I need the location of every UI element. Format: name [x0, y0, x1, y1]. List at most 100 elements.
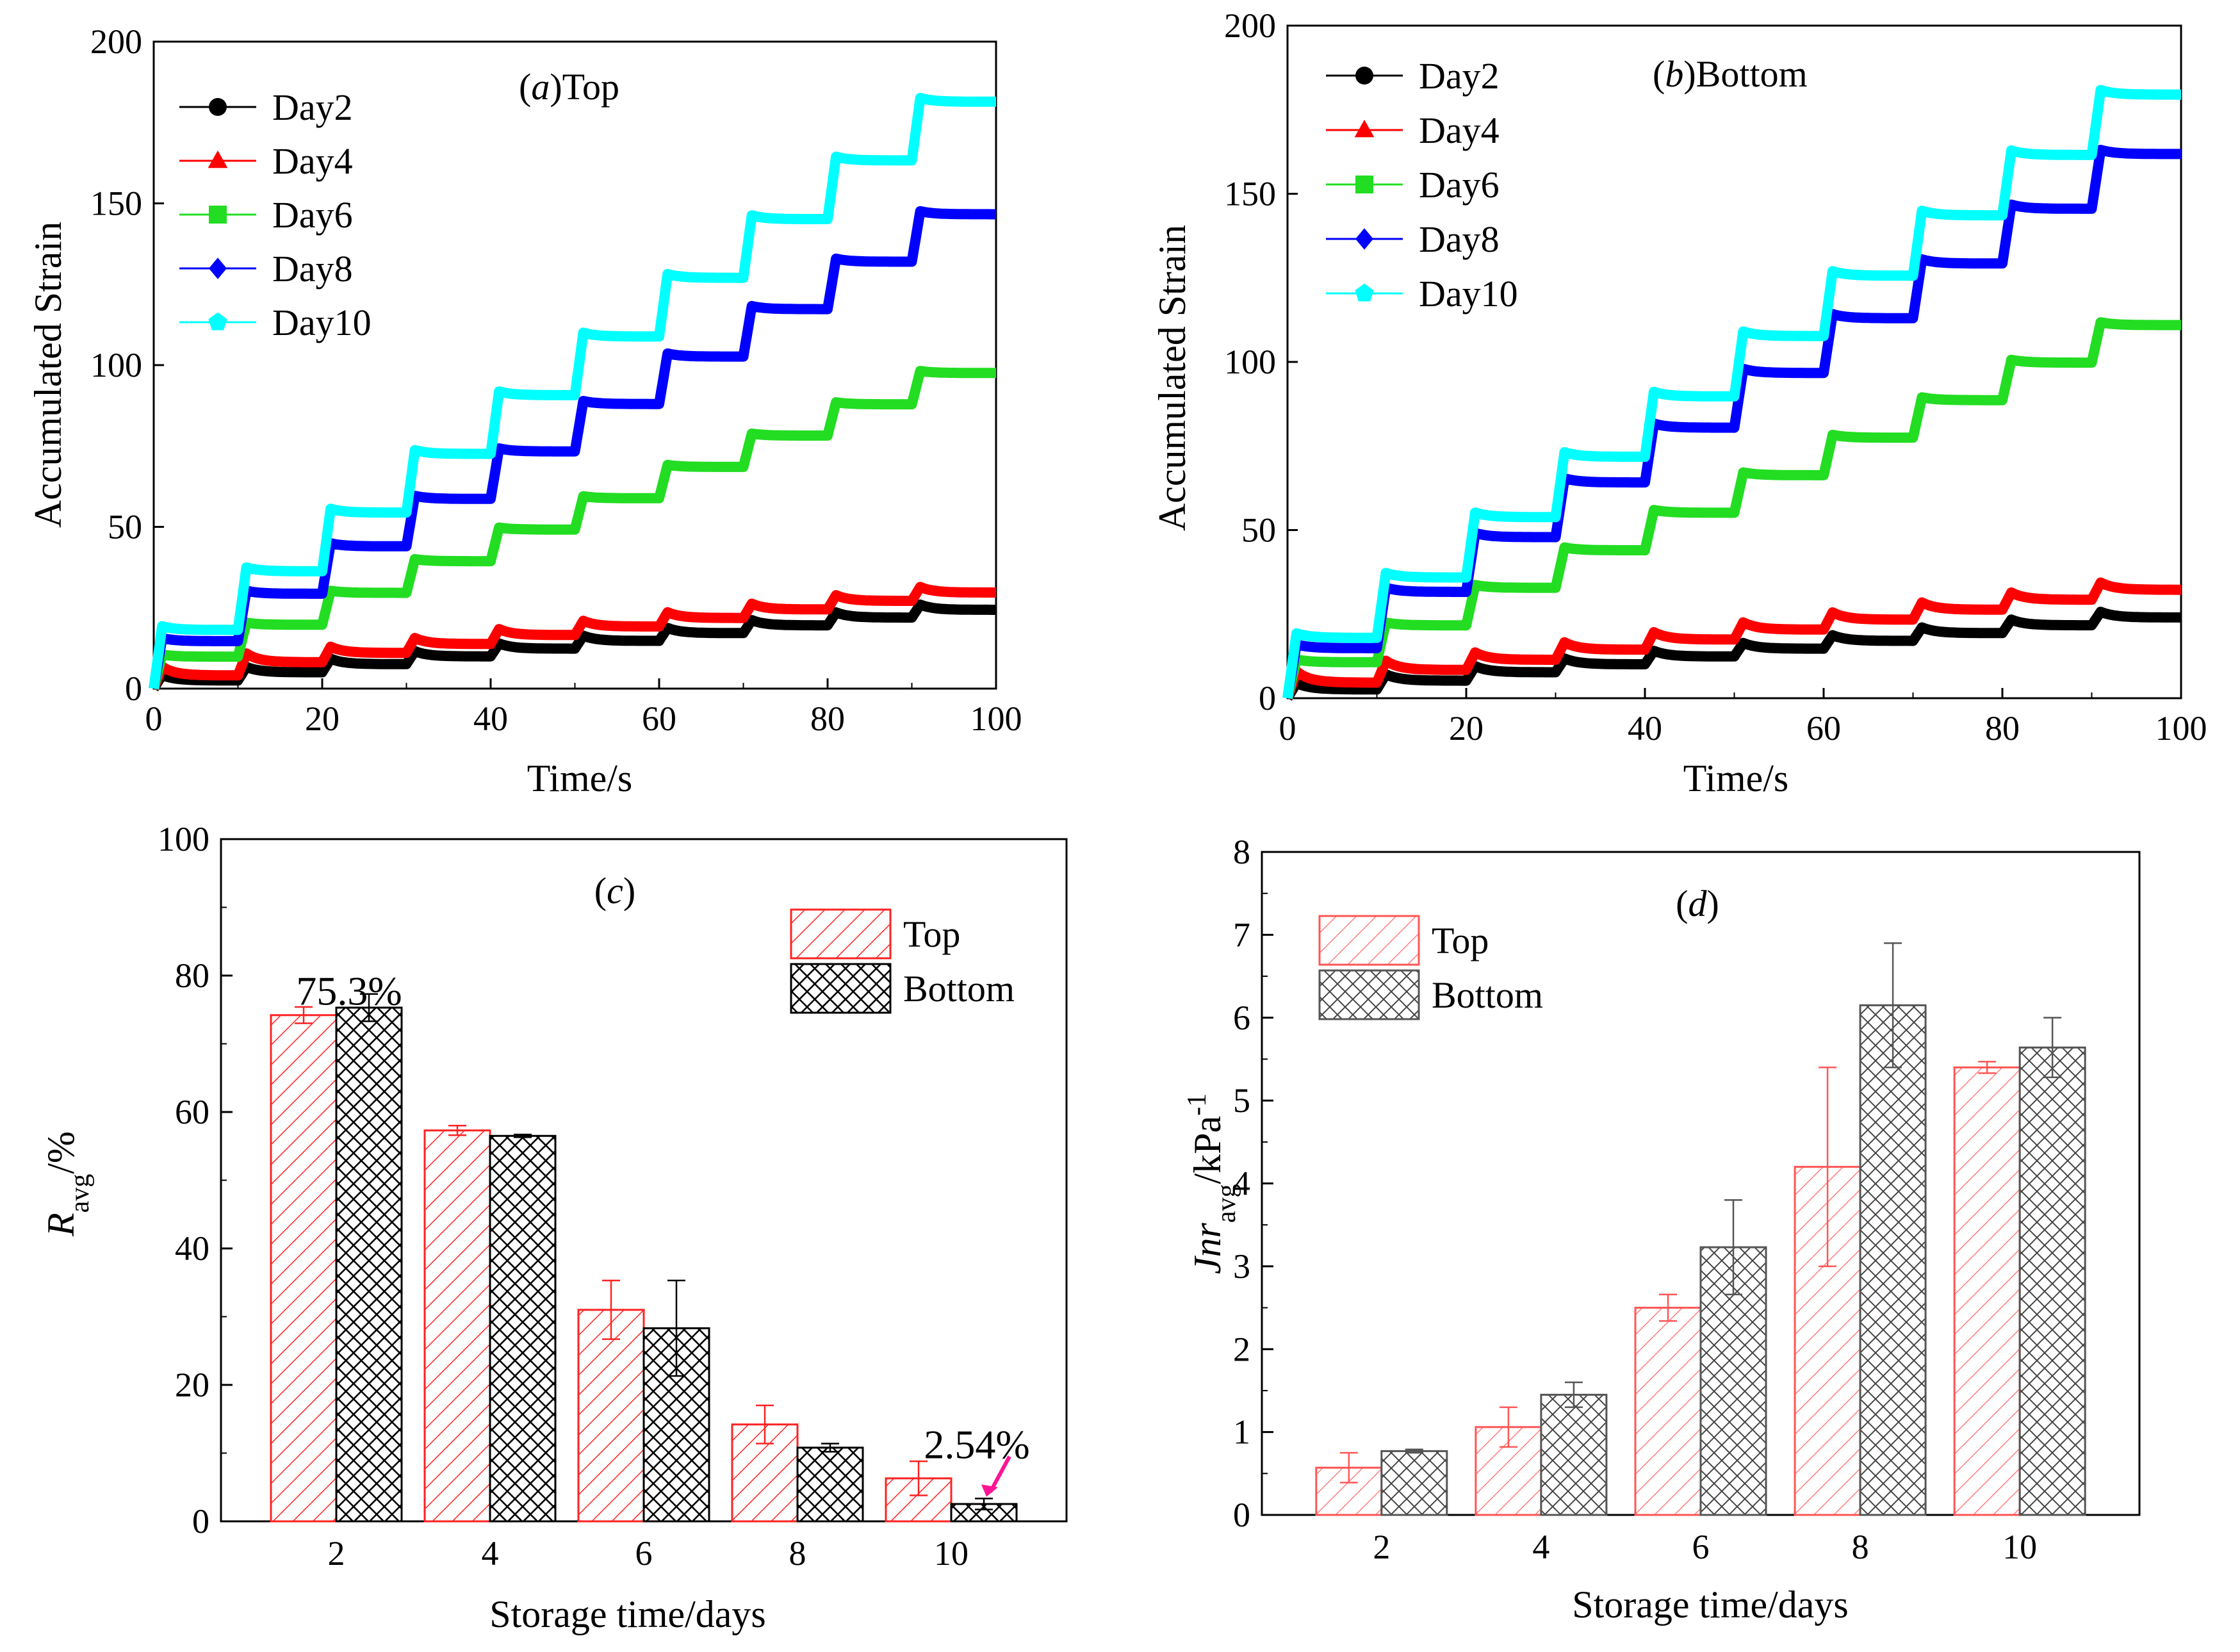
panel-c-title: (c): [594, 870, 635, 912]
legend-label-day4: Day4: [1419, 110, 1500, 151]
legend-marker-day4: [1354, 119, 1375, 138]
x-tick-label: 6: [635, 1534, 653, 1573]
x-tick-label: 60: [642, 699, 676, 738]
legend-label-day4: Day4: [272, 140, 353, 182]
panel-d-jnr-bars: (d) Storage time/days Jnravg/kPa-1 0 1 2 3 4…: [1182, 833, 2141, 1626]
legend-swatch-bottom: [1318, 969, 1420, 1020]
bar-bottom-2: [1380, 1450, 1448, 1516]
series-line-day8: [1282, 145, 2182, 699]
y-tick-label: 200: [1224, 6, 1276, 45]
y-tick-label: 80: [175, 956, 209, 995]
x-tick-label: 60: [1806, 709, 1841, 748]
panel-a-top-strain: (a)Top Time/s Accumulated Strain 0 20 40 60…: [27, 22, 1022, 799]
panel-c-ylabel: Ravg/%: [40, 1131, 95, 1237]
series-line-day8: [149, 206, 997, 690]
bar-top-6: [1634, 1307, 1702, 1516]
x-tick-label: 40: [1628, 709, 1662, 748]
x-tick-label: 10: [2002, 1528, 2037, 1566]
bar-bottom-4: [1540, 1393, 1608, 1516]
panel-d-title: (d): [1676, 883, 1719, 924]
y-tick-label: 3: [1233, 1247, 1250, 1286]
panel-b-title: (b)Bottom: [1653, 53, 1808, 95]
x-tick-label: 6: [1692, 1528, 1710, 1566]
y-tick-label: 100: [1224, 343, 1276, 381]
legend-swatch-bottom: [790, 963, 892, 1014]
legend-label-day6: Day6: [1419, 164, 1500, 206]
series-line-day2: [1283, 607, 2182, 702]
legend-label-day8: Day8: [272, 248, 353, 290]
x-tick-label: 2: [328, 1534, 345, 1573]
series-line-day4: [1282, 577, 2182, 701]
panel-c-recovery-bars: (c) Storage time/days Ravg/% 0 20 40 60 80 10…: [40, 820, 1068, 1635]
legend-swatch-top: [790, 908, 892, 960]
x-tick-label: 100: [2155, 709, 2207, 748]
legend-label-bottom: Bottom: [1432, 974, 1543, 1016]
y-tick-label: 50: [108, 508, 142, 546]
annotation-arrow-line: [988, 1455, 1011, 1493]
legend-marker-day6: [209, 206, 227, 224]
legend-marker-day8: [209, 258, 227, 279]
y-tick-label: 200: [90, 22, 142, 61]
y-tick-label: 7: [1233, 915, 1250, 954]
series-line-day6: [149, 366, 997, 691]
x-tick-label: 4: [1532, 1528, 1549, 1566]
legend-label-day10: Day10: [272, 302, 372, 343]
y-tick-label: 60: [175, 1093, 209, 1131]
bar-bottom-4: [489, 1134, 557, 1523]
x-tick-label: 2: [1373, 1528, 1390, 1566]
legend-marker-day8: [1355, 228, 1373, 250]
x-tick-label: 40: [473, 699, 508, 738]
legend-label-top: Top: [1432, 920, 1489, 961]
y-tick-label: 4: [1233, 1165, 1250, 1203]
value-annotation: 2.54%: [924, 1422, 1029, 1468]
x-tick-label: 8: [1852, 1528, 1869, 1566]
legend-label-bottom: Bottom: [903, 968, 1015, 1010]
series-line-day6: [1282, 317, 2182, 699]
legend-marker-day6: [1355, 176, 1373, 193]
y-tick-label: 50: [1241, 511, 1276, 550]
series-line-day2: [149, 599, 997, 692]
legend-label-day6: Day6: [272, 194, 353, 236]
legend-label-day8: Day8: [1419, 218, 1500, 260]
series-line-day10: [1282, 85, 2182, 699]
panel-c-xlabel: Storage time/days: [489, 1593, 766, 1635]
bar-bottom-2: [335, 1006, 403, 1523]
bar-top-10: [1953, 1066, 2021, 1516]
bar-bottom-8: [1859, 1004, 1927, 1516]
bar-top-4: [423, 1129, 491, 1523]
legend-label-day10: Day10: [1419, 273, 1518, 315]
x-tick-label: 8: [789, 1534, 806, 1573]
panel-b-ylabel: Accumulated Strain: [1151, 225, 1193, 531]
y-tick-label: 0: [1259, 679, 1276, 717]
series-line-day4: [149, 582, 997, 692]
legend-swatch-top: [1318, 915, 1420, 966]
annotation-arrow-head: [981, 1484, 998, 1497]
y-tick-label: 8: [1233, 833, 1250, 871]
y-tick-label: 6: [1233, 999, 1250, 1037]
legend-marker-day4: [208, 150, 228, 168]
legend-label-day2: Day2: [1419, 55, 1500, 97]
panel-a-title: (a)Top: [519, 66, 619, 108]
x-tick-label: 4: [482, 1534, 499, 1573]
series-line-day10: [149, 93, 997, 690]
x-tick-label: 80: [1985, 709, 2020, 748]
x-tick-label: 80: [810, 699, 845, 738]
y-tick-label: 100: [158, 820, 209, 858]
y-tick-label: 100: [90, 346, 142, 384]
x-tick-label: 0: [1279, 709, 1296, 748]
legend-marker-day10: [1355, 283, 1374, 302]
panel-a-xlabel: Time/s: [527, 757, 633, 799]
y-tick-label: 0: [125, 669, 142, 708]
panel-b-bottom-strain: (b)Bottom Time/s Accumulated Strain 0 20 4…: [1151, 6, 2207, 799]
y-tick-label: 5: [1233, 1081, 1250, 1120]
bar-bottom-10: [2018, 1046, 2086, 1516]
y-tick-label: 1: [1233, 1413, 1250, 1452]
x-tick-label: 20: [1449, 709, 1484, 748]
y-tick-label: 20: [175, 1366, 209, 1404]
x-tick-label: 20: [305, 699, 339, 738]
legend-label-day2: Day2: [272, 86, 353, 128]
legend-marker-day2: [209, 98, 227, 116]
y-tick-label: 150: [90, 184, 142, 223]
y-tick-label: 150: [1224, 175, 1276, 213]
